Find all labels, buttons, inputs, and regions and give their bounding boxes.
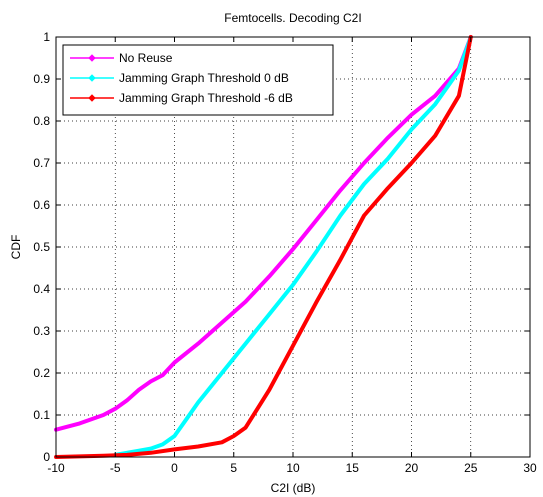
- y-tick-label: 1: [43, 30, 50, 44]
- y-tick-label: 0.3: [33, 324, 50, 338]
- legend-entries: No Reuse Jamming Graph Threshold 0 dB Jamm…: [70, 51, 293, 105]
- chart-title: Femtocells. Decoding C2I: [224, 11, 361, 25]
- x-tick-label: 20: [405, 461, 419, 475]
- x-tick-label: 30: [523, 461, 537, 475]
- y-tick-label: 0.1: [33, 408, 50, 422]
- legend-marker: [88, 94, 96, 102]
- x-tick-label: 0: [171, 461, 178, 475]
- legend-marker: [88, 74, 96, 82]
- legend-marker: [88, 54, 96, 62]
- y-tick-label: 0: [43, 450, 50, 464]
- legend-label: Jamming Graph Threshold 0 dB: [119, 71, 289, 85]
- y-tick-label: 0.7: [33, 156, 50, 170]
- x-tick-label: 25: [464, 461, 478, 475]
- x-axis-title: C2I (dB): [271, 481, 316, 495]
- x-tick-label: 5: [230, 461, 237, 475]
- y-tick-label: 0.6: [33, 198, 50, 212]
- x-tick-labels: -10 -5 0 5 10 15 20 25 30: [47, 461, 537, 475]
- series-line-0: [54, 35, 473, 432]
- x-tick-label: -10: [47, 461, 65, 475]
- series-lines: [54, 35, 473, 459]
- y-tick-label: 0.8: [33, 114, 50, 128]
- y-axis-title: CDF: [9, 235, 23, 260]
- y-tick-label: 0.9: [33, 72, 50, 86]
- axis-ticks: [55, 36, 531, 458]
- y-tick-labels: 0 0.1 0.2 0.3 0.4 0.5 0.6 0.7 0.8 0.9 1: [33, 30, 50, 464]
- series-line-2: [54, 35, 473, 459]
- x-tick-label: 15: [346, 461, 360, 475]
- x-tick-label: -5: [110, 461, 121, 475]
- series-line-1: [113, 35, 473, 457]
- y-tick-label: 0.2: [33, 366, 50, 380]
- y-tick-label: 0.5: [33, 240, 50, 254]
- legend: No Reuse Jamming Graph Threshold 0 dB Jamm…: [62, 44, 334, 116]
- legend-label: No Reuse: [119, 51, 173, 65]
- y-tick-label: 0.4: [33, 282, 50, 296]
- x-tick-label: 10: [286, 461, 300, 475]
- legend-label: Jamming Graph Threshold -6 dB: [119, 91, 293, 105]
- legend-box: [62, 44, 334, 116]
